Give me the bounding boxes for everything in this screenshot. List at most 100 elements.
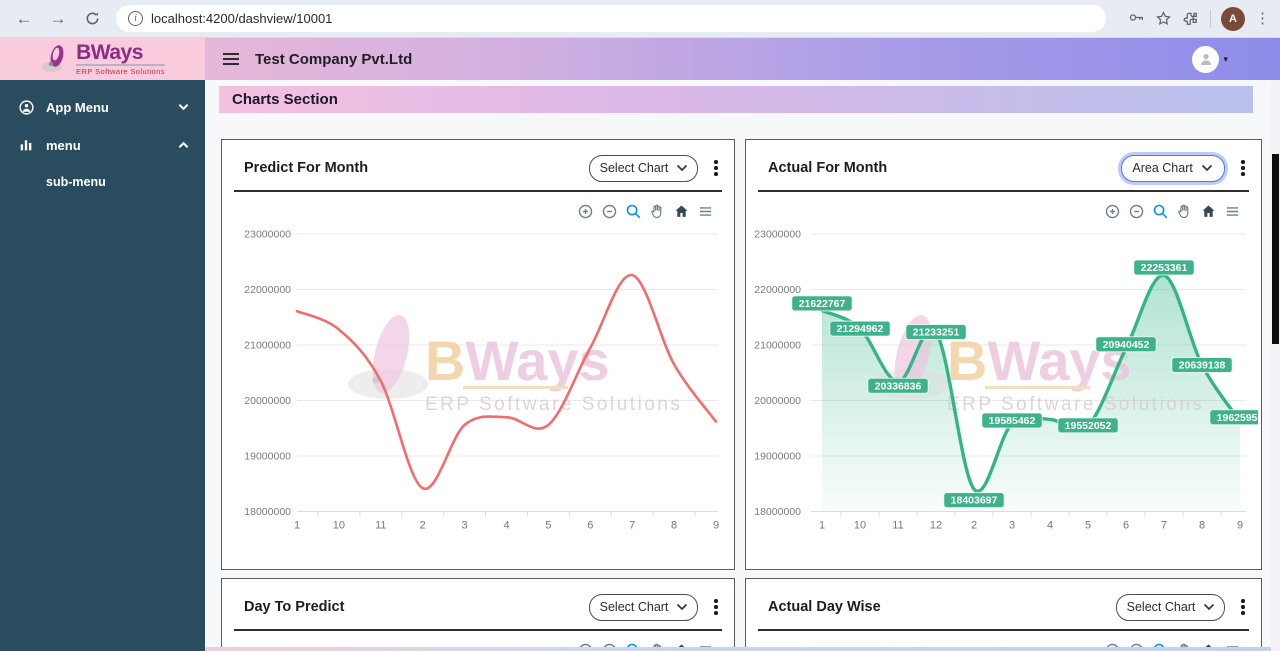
url-text[interactable]: localhost:4200/dashview/10001	[151, 11, 333, 26]
chart-zoom-out-icon[interactable]	[1127, 202, 1145, 220]
address-bar[interactable]: i localhost:4200/dashview/10001	[116, 5, 1106, 32]
chart-menu-icon[interactable]	[1223, 202, 1241, 220]
password-key-icon[interactable]	[1127, 10, 1145, 28]
main-content: Charts Section Predict For Month Select …	[205, 80, 1280, 651]
panel-actual-day-wise: Actual Day Wise Select Chart	[745, 578, 1262, 651]
kebab-menu-icon[interactable]	[710, 597, 722, 617]
bookmark-star-icon[interactable]	[1155, 10, 1172, 27]
sidebar-item-label: menu	[46, 137, 81, 153]
person-icon	[1200, 54, 1211, 65]
actual-for-month-chart[interactable]: 23000000 22000000 21000000 20000000 19000000…	[746, 220, 1261, 540]
chart-pan-icon[interactable]	[648, 641, 666, 651]
chart-zoom-in-icon[interactable]	[1103, 202, 1121, 220]
browser-menu-icon[interactable]: ⋮	[1255, 10, 1270, 27]
back-arrow-icon[interactable]: ←	[15, 8, 33, 28]
svg-text:2: 2	[420, 520, 426, 532]
svg-text:21294962: 21294962	[837, 323, 884, 335]
browser-profile-avatar[interactable]: A	[1221, 6, 1245, 31]
svg-text:9: 9	[713, 520, 719, 532]
scrollbar-thumb[interactable]	[1272, 154, 1279, 344]
chart-selection-zoom-icon[interactable]	[624, 202, 642, 220]
user-avatar[interactable]	[1192, 45, 1220, 73]
chart-pan-icon[interactable]	[1175, 202, 1193, 220]
chart-zoom-out-icon[interactable]	[600, 202, 618, 220]
svg-text:21622767: 21622767	[799, 298, 846, 310]
svg-text:21000000: 21000000	[754, 340, 801, 352]
panel-title: Predict For Month	[244, 160, 369, 176]
chart-type-select[interactable]: Select Chart	[588, 154, 699, 182]
svg-text:1: 1	[294, 520, 300, 532]
chart-type-select[interactable]: Select Chart	[588, 593, 699, 621]
svg-text:21000000: 21000000	[244, 340, 291, 352]
predict-for-month-chart[interactable]: 23000000 22000000 21000000 20000000 19000000…	[222, 220, 734, 540]
chart-toolbar	[222, 192, 734, 220]
svg-text:3: 3	[462, 520, 468, 532]
sidebar: App Menu menu sub-menu	[0, 80, 205, 651]
sidebar-item-label: App Menu	[46, 99, 109, 115]
svg-text:10: 10	[333, 520, 345, 532]
hamburger-menu-icon[interactable]	[223, 52, 239, 66]
svg-text:20000000: 20000000	[754, 395, 801, 407]
chart-pan-icon[interactable]	[1175, 641, 1193, 651]
toolbar-divider	[1210, 9, 1211, 28]
svg-text:8: 8	[671, 520, 677, 532]
app-logo: BWays ERP Software Solutions	[0, 38, 205, 80]
chart-zoom-in-icon[interactable]	[576, 202, 594, 220]
svg-text:18000000: 18000000	[754, 506, 801, 518]
section-title: Charts Section	[219, 86, 1253, 113]
svg-text:ERP Software Solutions: ERP Software Solutions	[947, 394, 1204, 415]
chevron-down-icon	[677, 164, 688, 172]
svg-text:19585462: 19585462	[989, 415, 1036, 427]
panel-title: Actual For Month	[768, 160, 888, 176]
svg-text:2: 2	[971, 520, 977, 532]
company-title: Test Company Pvt.Ltd	[255, 50, 413, 68]
svg-text:6: 6	[587, 520, 593, 532]
svg-text:23000000: 23000000	[754, 229, 801, 241]
chart-toolbar	[746, 192, 1261, 220]
extensions-puzzle-icon[interactable]	[1182, 10, 1200, 28]
chevron-down-icon[interactable]: ▾	[1223, 53, 1228, 64]
bar-chart-icon	[17, 137, 35, 153]
chart-pan-icon[interactable]	[648, 202, 666, 220]
page-info-icon[interactable]: i	[128, 11, 143, 26]
svg-text:11: 11	[892, 520, 903, 532]
chevron-down-icon	[178, 98, 189, 116]
svg-text:7: 7	[1161, 520, 1167, 532]
refresh-icon[interactable]	[78, 5, 106, 33]
svg-text:BWays: BWays	[425, 329, 610, 392]
svg-text:6: 6	[1123, 520, 1129, 532]
scrollbar-track[interactable]	[1271, 80, 1280, 651]
svg-text:5: 5	[1085, 520, 1091, 532]
svg-text:22000000: 22000000	[754, 284, 801, 296]
svg-text:19552052: 19552052	[1065, 420, 1112, 432]
panel-title: Actual Day Wise	[768, 599, 881, 615]
sidebar-item-sub-menu[interactable]: sub-menu	[46, 175, 106, 189]
svg-text:18403697: 18403697	[951, 495, 998, 507]
chart-home-icon[interactable]	[672, 202, 690, 220]
select-value: Area Chart	[1132, 161, 1193, 175]
svg-text:18000000: 18000000	[244, 506, 291, 518]
svg-text:11: 11	[375, 520, 386, 532]
chart-type-select[interactable]: Select Chart	[1115, 593, 1226, 621]
svg-text:20336836: 20336836	[875, 380, 922, 392]
svg-text:4: 4	[503, 520, 509, 532]
svg-text:23000000: 23000000	[244, 229, 291, 241]
svg-text:19000000: 19000000	[754, 451, 801, 463]
svg-text:5: 5	[545, 520, 551, 532]
kebab-menu-icon[interactable]	[1237, 597, 1249, 617]
chart-selection-zoom-icon[interactable]	[1151, 202, 1169, 220]
sidebar-item-app-menu[interactable]: App Menu	[0, 88, 205, 126]
svg-text:4: 4	[1047, 520, 1053, 532]
panel-divider	[234, 629, 722, 631]
panel-divider	[234, 190, 722, 192]
sidebar-item-menu[interactable]: menu	[0, 126, 205, 164]
select-value: Select Chart	[599, 161, 669, 175]
chart-type-select[interactable]: Area Chart	[1121, 154, 1226, 182]
chart-menu-icon[interactable]	[696, 202, 714, 220]
kebab-menu-icon[interactable]	[1237, 158, 1249, 178]
chart-home-icon[interactable]	[1199, 202, 1217, 220]
forward-arrow-icon[interactable]: →	[49, 8, 67, 28]
logo-brand: BWays	[76, 42, 165, 67]
kebab-menu-icon[interactable]	[710, 158, 722, 178]
svg-text:3: 3	[1009, 520, 1015, 532]
